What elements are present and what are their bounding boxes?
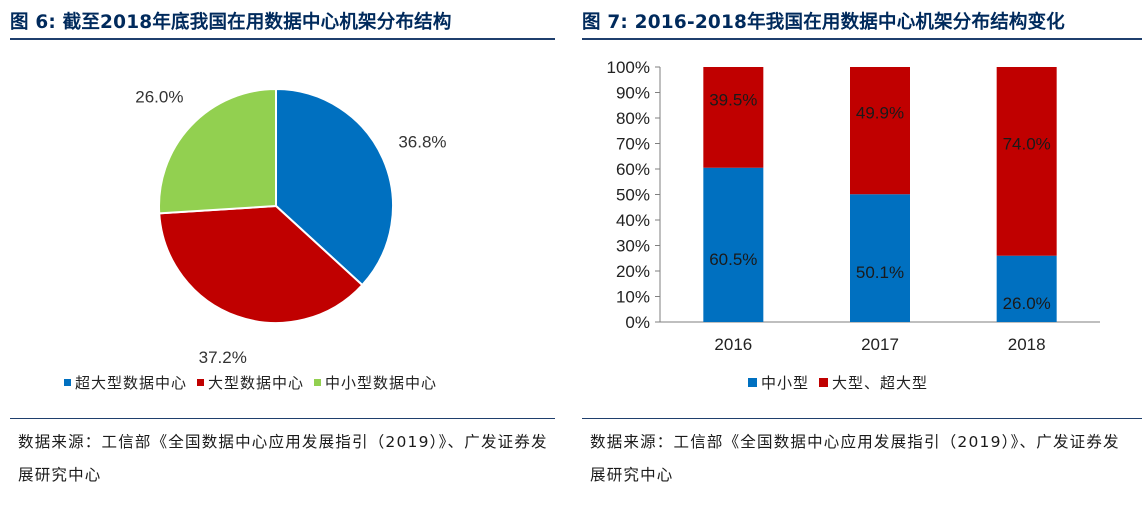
- bar-data-label: 50.1%: [856, 263, 904, 282]
- bar-segment: [850, 194, 910, 322]
- bar-segment: [703, 167, 764, 322]
- pie-legend: 超大型数据中心 大型数据中心 中小型数据中心: [64, 372, 447, 393]
- figure-7-bottom-rule: [582, 418, 1142, 419]
- y-tick-label: 20%: [616, 262, 650, 281]
- bar-data-label: 26.0%: [1003, 294, 1051, 313]
- stacked-bar-chart: 0% 10% 20% 30% 40% 50% 60% 70% 80% 90% 100% 60.5% 39…: [607, 58, 1100, 354]
- y-tick-label: 50%: [616, 186, 650, 205]
- legend-item: 大型数据中心: [197, 372, 304, 393]
- figure-6-title: 图 6: 截至2018年底我国在用数据中心机架分布结构: [10, 12, 452, 33]
- bar-segment: [996, 67, 1057, 256]
- x-tick-label: 2016: [714, 335, 752, 354]
- pie-chart: 36.8% 37.2% 26.0%: [135, 87, 446, 367]
- figure-7-title: 图 7: 2016-2018年我国在用数据中心机架分布结构变化: [582, 12, 1066, 33]
- legend-label: 超大型数据中心: [75, 374, 188, 392]
- legend-label: 大型数据中心: [208, 374, 305, 392]
- bar-data-label: 60.5%: [709, 250, 757, 269]
- bar-segment: [850, 67, 910, 195]
- y-tick-label: 30%: [616, 237, 650, 256]
- legend-label: 中小型数据中心: [325, 374, 438, 392]
- legend-swatch: [197, 379, 205, 386]
- pie-slice: [275, 87, 394, 287]
- bar-legend: 中小型 大型、超大型: [748, 372, 938, 393]
- legend-label: 中小型: [761, 374, 810, 392]
- pie-slice-label: 37.2%: [199, 348, 247, 367]
- y-tick-label: 40%: [616, 211, 650, 230]
- y-tick-label: 90%: [616, 84, 650, 103]
- bar-segment: [703, 67, 764, 168]
- legend-swatch: [819, 378, 829, 387]
- x-tick-label: 2017: [861, 335, 899, 354]
- y-tick-label: 80%: [616, 109, 650, 128]
- legend-swatch: [314, 379, 322, 386]
- y-tick-label: 100%: [607, 58, 650, 77]
- legend-swatch: [64, 379, 71, 386]
- figure-7-panel: 图 7: 2016-2018年我国在用数据中心机架分布结构变化 0% 10% 20%…: [572, 0, 1142, 508]
- figure-6-source: 数据来源：工信部《全国数据中心应用发展指引（2019）》、广发证券发展研究中心: [18, 433, 548, 484]
- legend-label: 大型、超大型: [832, 374, 929, 392]
- figure-6-top-rule: [10, 38, 555, 40]
- bar-data-label: 74.0%: [1003, 134, 1051, 153]
- figure-7-source: 数据来源：工信部《全国数据中心应用发展指引（2019）》、广发证券发展研究中心: [590, 433, 1120, 484]
- figure-6-bottom-rule: [10, 418, 555, 419]
- legend-item: 中小型数据中心: [314, 372, 437, 393]
- bar-segment: [996, 255, 1057, 322]
- legend-item: 超大型数据中心: [64, 372, 187, 393]
- pie-slice-label: 36.8%: [398, 133, 446, 152]
- pie-slice: [158, 87, 277, 215]
- figure-7-top-rule: [582, 38, 1142, 40]
- y-tick-label: 10%: [616, 288, 650, 307]
- y-tick-label: 60%: [616, 160, 650, 179]
- bar-data-label: 39.5%: [709, 90, 757, 109]
- pie-slice-label: 26.0%: [135, 87, 183, 106]
- y-tick-label: 0%: [625, 313, 650, 332]
- figure-6-panel: 图 6: 截至2018年底我国在用数据中心机架分布结构 36.8% 37.2% 26…: [0, 0, 555, 508]
- y-tick-label: 70%: [616, 135, 650, 154]
- pie-slice: [158, 204, 364, 324]
- x-tick-label: 2018: [1008, 335, 1046, 354]
- bar-data-label: 49.9%: [856, 104, 904, 123]
- legend-item: 大型、超大型: [819, 372, 928, 393]
- legend-swatch: [748, 378, 757, 387]
- legend-item: 中小型: [748, 372, 809, 393]
